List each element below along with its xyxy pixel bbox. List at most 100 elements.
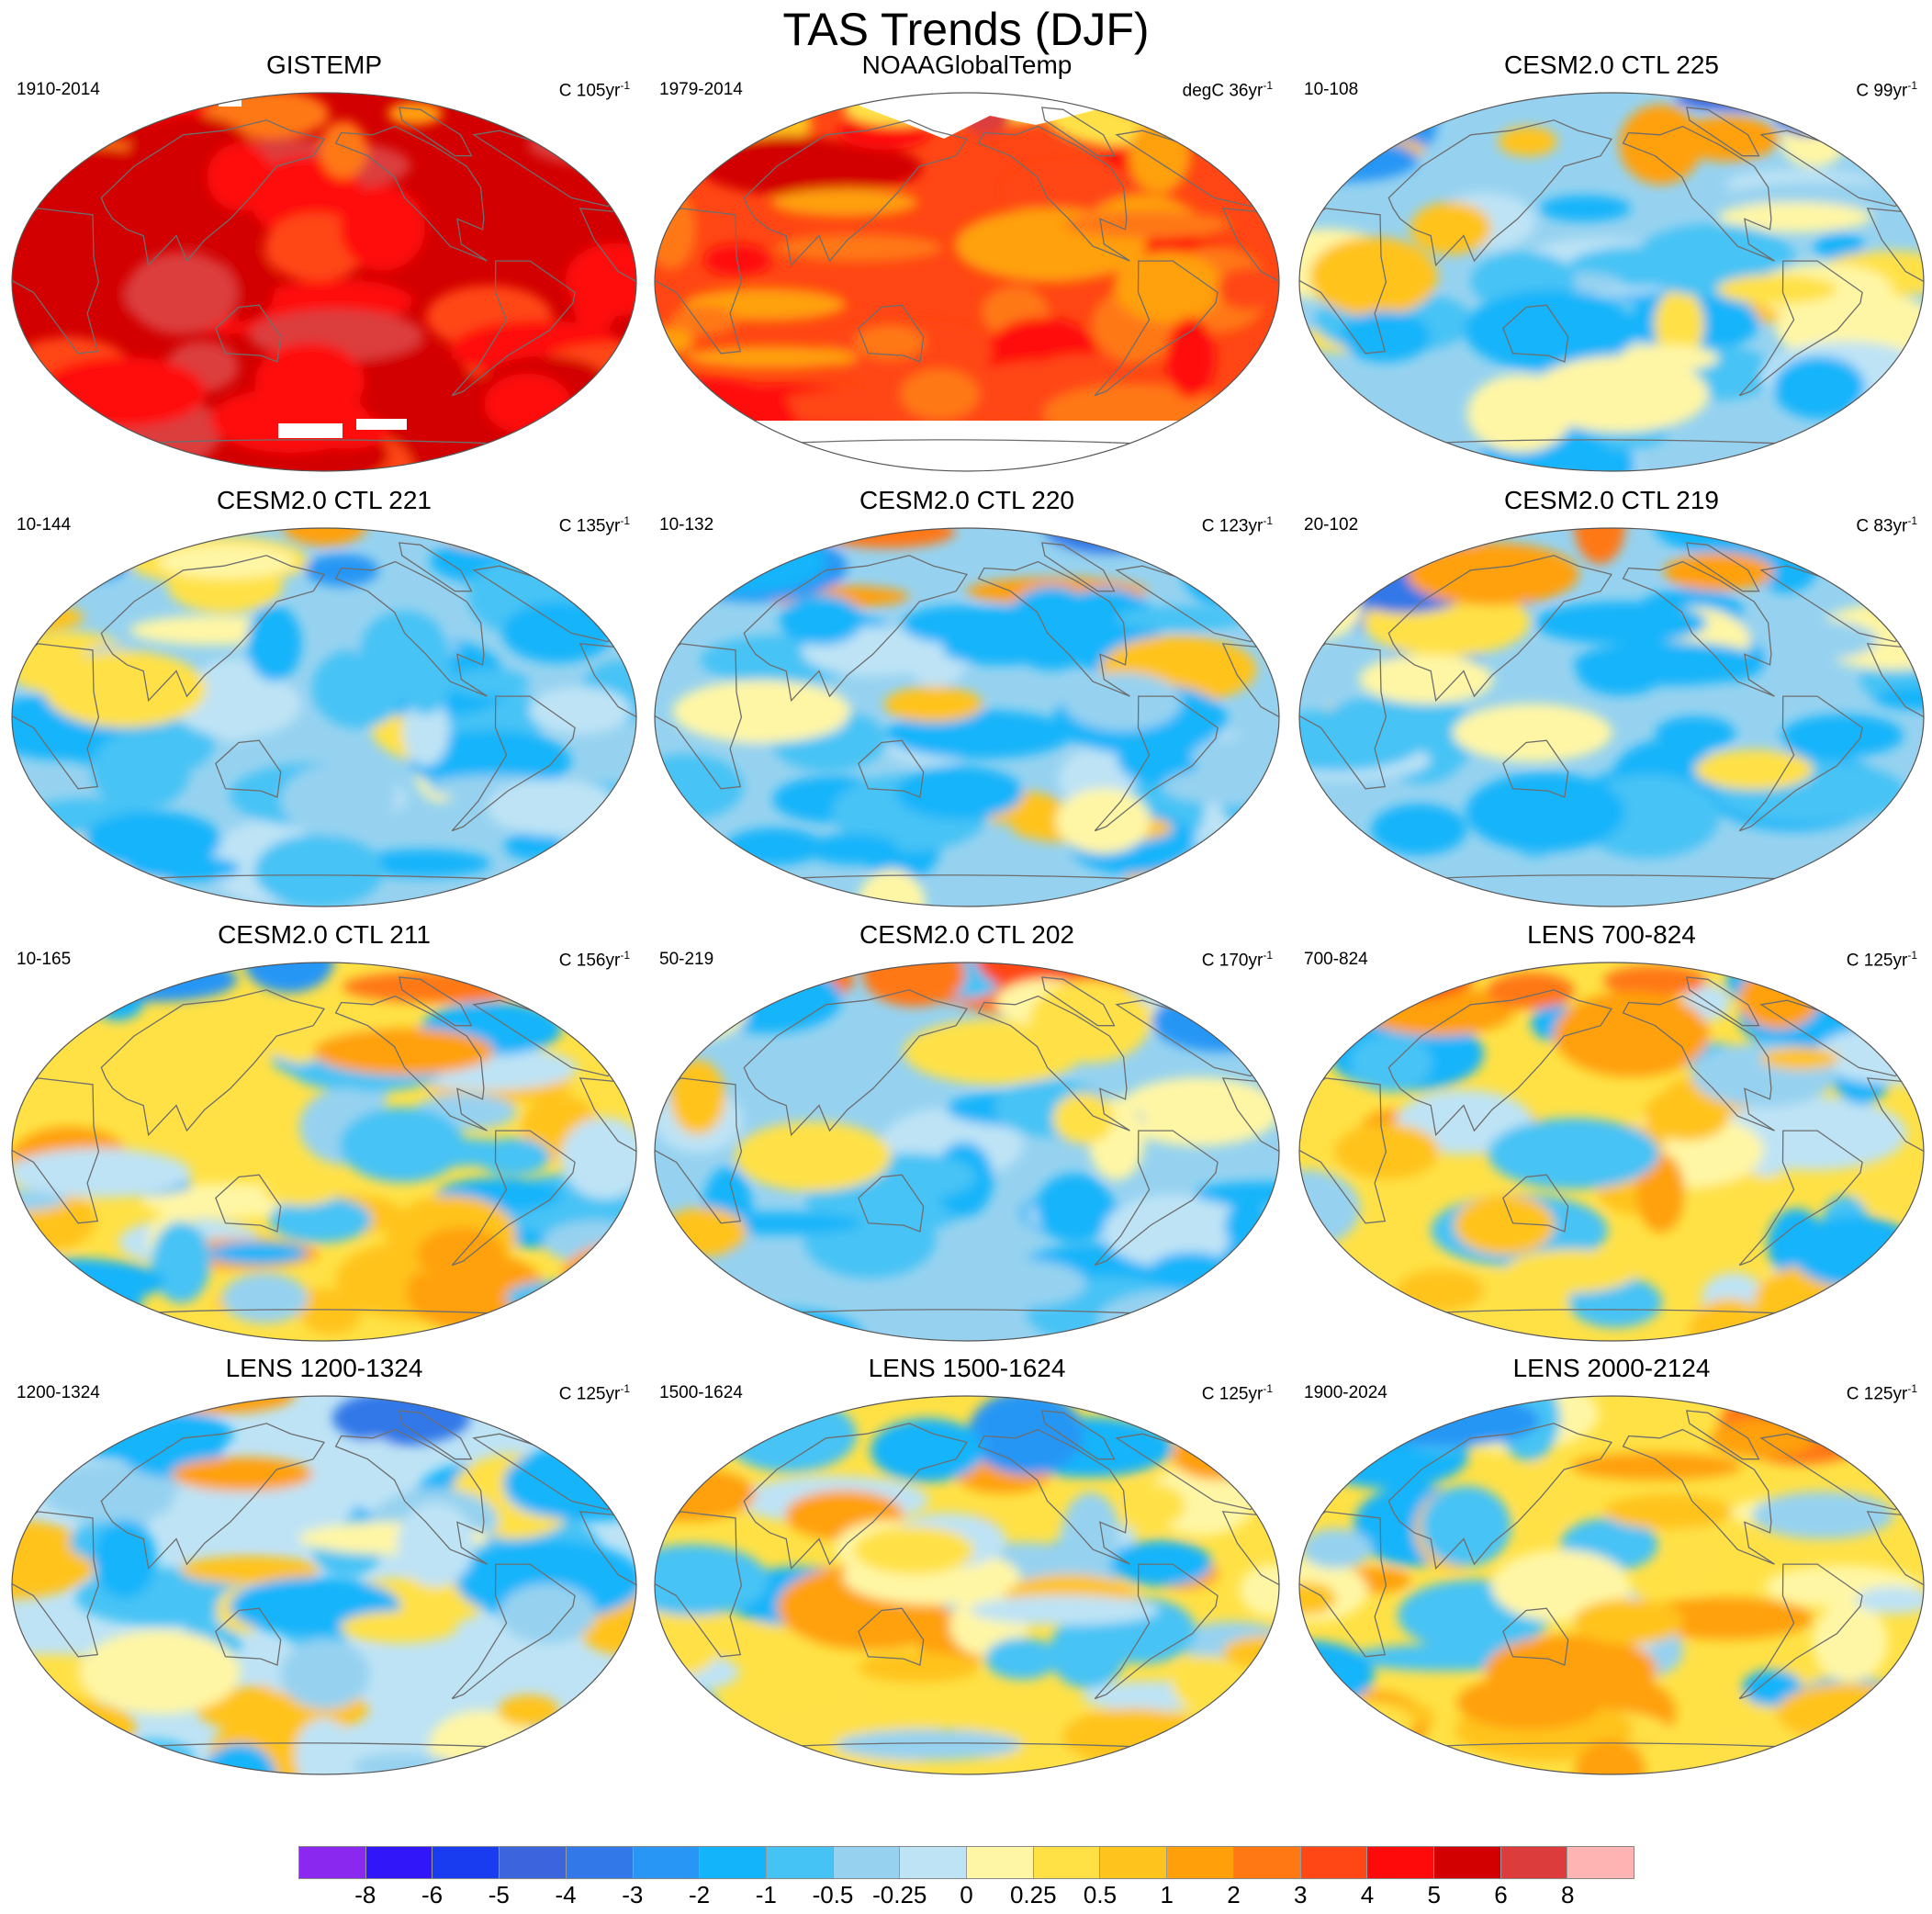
trend-anomaly-region	[264, 1175, 340, 1206]
trend-anomaly-region	[1181, 530, 1259, 606]
trend-anomaly-region	[498, 1694, 560, 1727]
map-panel: LENS 1200-1324 1200-1324 C 125yr-1	[7, 1353, 641, 1775]
trend-field	[1299, 1396, 1924, 1774]
trend-anomaly-region	[1820, 1691, 1915, 1761]
coastline	[1040, 542, 1116, 592]
trend-anomaly-region	[1571, 1452, 1742, 1481]
trend-anomaly-region	[1850, 1396, 1924, 1420]
panel-title: LENS 2000-2124	[1512, 1354, 1711, 1382]
trend-anomaly-region	[655, 118, 736, 163]
trend-anomaly-region	[1061, 1492, 1120, 1573]
panel-units: C 125yr-1	[1847, 1378, 1917, 1405]
trend-anomaly-region	[773, 389, 930, 425]
trend-anomaly-region	[12, 1188, 67, 1212]
colorbar-tick-label: 5	[1427, 1881, 1441, 1908]
panel-title: CESM2.0 CTL 221	[217, 486, 432, 514]
trend-anomaly-region	[295, 1717, 353, 1774]
trend-map	[1298, 962, 1925, 1342]
coastline	[578, 1077, 636, 1224]
colorbar-tick-label: 6	[1494, 1881, 1508, 1908]
trend-anomaly-region	[1780, 714, 1904, 757]
trend-anomaly-region	[79, 1629, 241, 1715]
trend-anomaly-region	[207, 143, 273, 211]
coastline	[398, 1410, 473, 1460]
trend-anomaly-region	[1862, 543, 1924, 618]
panel-units: C 125yr-1	[559, 1378, 630, 1405]
panel-title: CESM2.0 CTL 219	[1504, 486, 1719, 514]
panel-year-range: 10-108	[1304, 80, 1359, 99]
trend-anomaly-region	[280, 764, 396, 837]
coastline	[1040, 1410, 1116, 1460]
colorbar-tick-label: -8	[354, 1881, 376, 1908]
coastline	[1502, 739, 1569, 798]
trend-anomaly-region	[1791, 1215, 1918, 1288]
coastline	[100, 989, 326, 1137]
colorbar-swatch	[1433, 1847, 1501, 1878]
map-panel: CESM2.0 CTL 220 10-132 C 123yr-1	[650, 485, 1284, 907]
colorbar-swatch	[633, 1847, 701, 1878]
coastline	[1866, 643, 1924, 790]
coastline	[1040, 107, 1116, 157]
trend-anomaly-region	[522, 1749, 636, 1774]
panel-units: C 125yr-1	[1202, 1378, 1273, 1405]
trend-anomaly-region	[1322, 528, 1489, 549]
trend-anomaly-region	[43, 650, 207, 728]
panel-units: C 123yr-1	[1202, 510, 1273, 537]
trend-anomaly-region	[40, 1462, 184, 1522]
panel-title: CESM2.0 CTL 211	[218, 920, 431, 949]
trend-anomaly-region	[1299, 963, 1363, 1008]
colorbar-swatch	[566, 1847, 634, 1878]
coastline	[12, 208, 100, 355]
panel-units-text: C 170yr	[1201, 951, 1264, 971]
colorbar-swatch	[833, 1847, 901, 1878]
trend-anomaly-region	[655, 93, 750, 117]
panel-year-range: 1200-1324	[17, 1383, 100, 1402]
trend-anomaly-region	[1208, 441, 1279, 471]
trend-anomaly-region	[655, 1318, 786, 1341]
trend-anomaly-region	[487, 779, 620, 836]
coastline	[1387, 119, 1613, 267]
trend-anomaly-region	[1654, 288, 1704, 361]
trend-anomaly-region	[343, 971, 528, 1003]
map-boundary	[11, 962, 637, 1342]
trend-anomaly-region	[713, 529, 768, 560]
trend-anomaly-region	[780, 594, 863, 646]
map-boundary	[654, 962, 1280, 1342]
trend-anomaly-region	[28, 93, 128, 125]
trend-anomaly-region	[1456, 1675, 1603, 1730]
coastline	[977, 560, 1130, 697]
trend-map	[1298, 1395, 1925, 1775]
panel-units-exponent: -1	[620, 1382, 630, 1395]
coastline	[398, 542, 473, 592]
trend-anomaly-region	[883, 686, 983, 723]
trend-anomaly-region	[680, 696, 778, 734]
trend-anomaly-region	[835, 1728, 1022, 1761]
trend-anomaly-region	[1177, 93, 1279, 128]
map-panel: LENS 2000-2124 1900-2024 C 125yr-1	[1295, 1353, 1928, 1775]
coastline	[398, 107, 473, 157]
trend-anomaly-region	[902, 605, 1015, 645]
trend-field	[12, 528, 636, 906]
colorbar-tick-label: -6	[421, 1881, 444, 1908]
trend-anomaly-region	[895, 766, 1024, 820]
trend-anomaly-region	[1619, 104, 1702, 185]
trend-field	[12, 93, 636, 471]
trend-anomaly-region	[90, 975, 145, 1021]
trend-anomaly-region	[1114, 252, 1223, 323]
map-boundary	[654, 1395, 1280, 1775]
trend-anomaly-region	[151, 1221, 211, 1303]
trend-anomaly-region	[1636, 1153, 1685, 1233]
trend-anomaly-region	[1219, 963, 1279, 1002]
coastline	[334, 560, 488, 697]
trend-anomaly-region	[1453, 704, 1612, 762]
trend-anomaly-region	[679, 865, 775, 904]
panel-title: CESM2.0 CTL 202	[859, 920, 1074, 949]
coastline	[1622, 560, 1775, 697]
trend-anomaly-region	[12, 1008, 48, 1064]
trend-anomaly-region	[698, 135, 877, 196]
panel-year-range: 700-824	[1304, 950, 1368, 969]
panel-units: C 99yr-1	[1856, 74, 1917, 102]
map-panel: CESM2.0 CTL 219 20-102 C 83yr-1	[1295, 485, 1928, 907]
trend-map	[11, 962, 637, 1342]
trend-anomaly-region	[304, 554, 379, 587]
